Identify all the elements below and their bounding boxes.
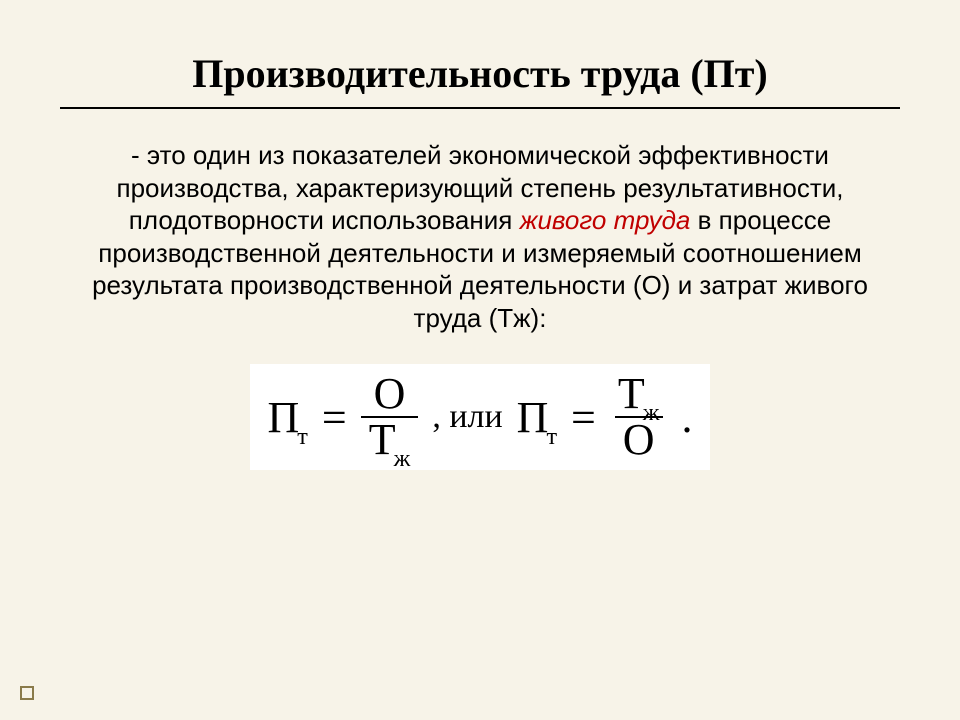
lhs-left-sub: т	[297, 423, 308, 450]
fraction-right: Тж О	[610, 372, 668, 462]
lhs-right: Пт	[517, 392, 557, 443]
lhs-right-base: П	[517, 393, 549, 442]
fraction-right-num-base: Т	[618, 369, 645, 418]
lhs-left: Пт	[268, 392, 308, 443]
title-underline	[60, 107, 900, 109]
fraction-left-den-sub: ж	[394, 445, 411, 472]
fraction-left-num: О	[366, 372, 414, 416]
slide-marker-icon	[20, 686, 34, 700]
slide-title: Производительность труда (Пт)	[60, 50, 900, 97]
equals-1: =	[322, 392, 347, 443]
formula-connector: , или	[432, 398, 502, 436]
lhs-right-sub: т	[546, 423, 557, 450]
fraction-left: О Тж	[361, 372, 419, 462]
equals-2: =	[571, 392, 596, 443]
definition-emphasis: живого труда	[520, 205, 691, 235]
formula-terminator: .	[681, 392, 692, 443]
lhs-left-base: П	[268, 393, 300, 442]
fraction-right-num-sub: ж	[643, 399, 660, 426]
fraction-left-den: Тж	[361, 416, 419, 462]
fraction-left-den-base: Т	[369, 415, 396, 464]
definition-paragraph: - это один из показателей экономической …	[80, 139, 880, 334]
fraction-right-num: Тж	[610, 372, 668, 416]
formula-container: Пт = О Тж , или Пт = Тж О .	[60, 364, 900, 470]
formula: Пт = О Тж , или Пт = Тж О .	[250, 364, 711, 470]
